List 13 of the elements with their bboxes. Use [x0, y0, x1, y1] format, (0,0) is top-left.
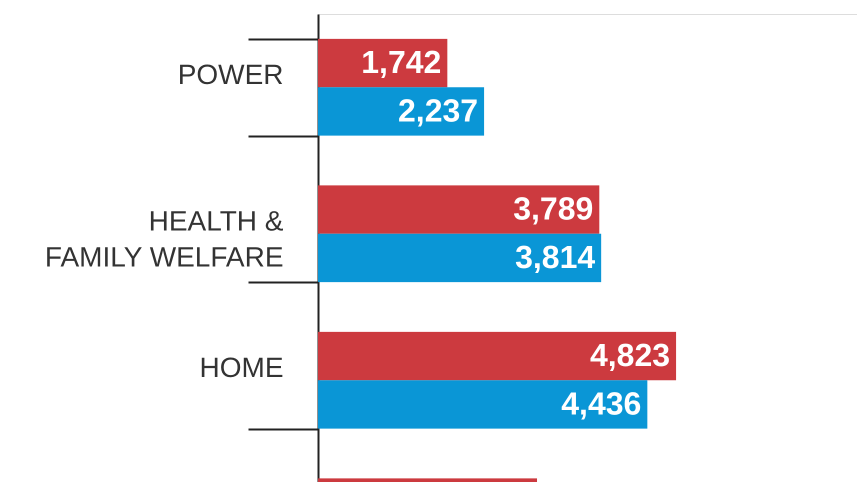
- bar: [318, 234, 602, 282]
- y-tick-label: HEALTH & FAMILY WELFARE: [44, 205, 284, 272]
- y-tick-label: POWER: [178, 58, 284, 90]
- data-label: 4,436: [561, 385, 642, 422]
- bar: [318, 185, 600, 234]
- data-label: 2,237: [398, 92, 478, 128]
- data-label: 3,789: [513, 190, 594, 227]
- y-tick-label: HOME: [200, 352, 284, 383]
- data-label: 1,742: [361, 44, 442, 80]
- bar: [318, 380, 648, 429]
- data-label: 4,823: [590, 337, 670, 374]
- data-label: 3,814: [515, 238, 596, 275]
- bar: [318, 332, 676, 380]
